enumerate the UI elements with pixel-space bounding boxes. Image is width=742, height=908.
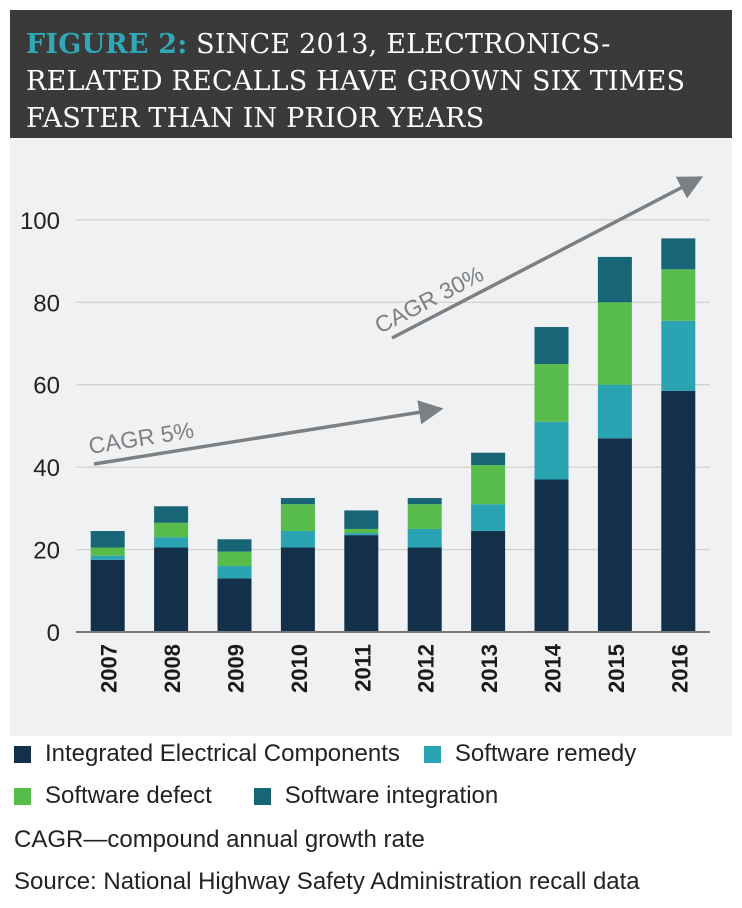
bar-2013-series-1 bbox=[471, 504, 506, 532]
bar-2015-series-1 bbox=[597, 384, 632, 439]
x-tick-label-2012: 2012 bbox=[414, 644, 439, 693]
figure-label: FIGURE 2: bbox=[26, 29, 188, 60]
bar-2009-series-2 bbox=[217, 551, 252, 567]
cagr-30-arrow bbox=[391, 176, 704, 340]
legend-swatch-integration bbox=[253, 787, 271, 805]
legend-item-remedy: Software remedy bbox=[423, 740, 637, 768]
bar-2009-series-3 bbox=[217, 539, 252, 552]
bar-2014-series-3 bbox=[534, 326, 569, 365]
bar-2011-series-3 bbox=[344, 510, 379, 529]
y-tick-label-0: 0 bbox=[47, 620, 60, 647]
bar-2009-series-0 bbox=[217, 578, 252, 632]
legend-swatch-defect bbox=[14, 787, 31, 805]
bar-2007-series-2 bbox=[90, 547, 125, 556]
bar-2012-series-3 bbox=[407, 498, 442, 505]
legend-label-integrated: Integrated Electrical Components bbox=[45, 740, 400, 767]
x-tick-label-2016: 2016 bbox=[667, 644, 692, 693]
bar-2016-series-3 bbox=[661, 238, 696, 270]
bar-2016-series-1 bbox=[661, 320, 696, 391]
bar-2007-series-3 bbox=[90, 531, 125, 548]
y-tick-label-100: 100 bbox=[20, 208, 60, 235]
bar-2014-series-1 bbox=[534, 421, 569, 480]
bar-2008-series-1 bbox=[154, 537, 189, 548]
title-line-2: RELATED RECALLS HAVE GROWN SIX TIMES bbox=[26, 66, 686, 97]
bar-2014-series-2 bbox=[534, 364, 569, 422]
bar-2013-series-0 bbox=[471, 531, 506, 632]
legend-item-integration: Software integration bbox=[253, 782, 499, 810]
bar-2014-series-0 bbox=[534, 479, 569, 632]
legend-item-defect: Software defect bbox=[14, 782, 212, 810]
bar-2012-series-2 bbox=[407, 504, 442, 529]
bar-2008-series-0 bbox=[154, 547, 189, 632]
legend-item-integrated: Integrated Electrical Components bbox=[14, 740, 400, 768]
x-tick-label-2008: 2008 bbox=[160, 644, 185, 693]
bar-2008-series-3 bbox=[154, 506, 189, 523]
bar-2007-series-1 bbox=[90, 555, 125, 560]
bar-2011-series-0 bbox=[344, 535, 379, 632]
x-tick-label-2011: 2011 bbox=[350, 644, 375, 692]
y-tick-label-20: 20 bbox=[33, 538, 60, 565]
legend-swatch-remedy bbox=[423, 745, 441, 763]
stacked-bar-chart: 0 20 40 60 80 100 2007 2008 2009 2010 2011 2012 2013… bbox=[20, 176, 710, 693]
x-tick-label-2014: 2014 bbox=[541, 643, 566, 693]
bar-2010-series-1 bbox=[280, 531, 315, 548]
bar-2016-series-2 bbox=[661, 269, 696, 321]
y-tick-label-40: 40 bbox=[33, 455, 60, 482]
cagr-definition: CAGR—compound annual growth rate bbox=[14, 826, 425, 853]
bar-2010-series-2 bbox=[280, 504, 315, 532]
legend-label-defect: Software defect bbox=[45, 782, 212, 809]
bar-2015-series-2 bbox=[597, 302, 632, 385]
y-tick-label-80: 80 bbox=[33, 290, 60, 317]
legend-row-1: Integrated Electrical Components Softwar… bbox=[14, 740, 636, 768]
x-tick-label-2013: 2013 bbox=[477, 644, 502, 693]
legend-label-integration: Software integration bbox=[284, 782, 499, 809]
bar-2012-series-1 bbox=[407, 528, 442, 548]
title-line-3: FASTER THAN IN PRIOR YEARS bbox=[26, 103, 485, 134]
title-line-1: SINCE 2013, ELECTRONICS- bbox=[196, 29, 611, 60]
bar-2009-series-1 bbox=[217, 566, 252, 579]
cagr-5-arrow bbox=[93, 400, 444, 466]
legend-label-remedy: Software remedy bbox=[454, 740, 637, 767]
bar-2007-series-0 bbox=[90, 559, 125, 632]
cagr-30-label: CAGR 30% bbox=[370, 260, 487, 338]
bar-2010-series-3 bbox=[280, 498, 315, 505]
legend-swatch-integrated bbox=[14, 745, 31, 763]
x-tick-label-2007: 2007 bbox=[97, 644, 122, 693]
bar-2013-series-2 bbox=[471, 465, 506, 505]
source-note: Source: National Highway Safety Administ… bbox=[14, 868, 640, 895]
bar-2015-series-0 bbox=[597, 438, 632, 632]
y-tick-label-60: 60 bbox=[33, 373, 60, 400]
bar-2011-series-2 bbox=[344, 528, 379, 534]
legend-row-2: Software defect Software integration bbox=[14, 782, 498, 810]
chart-panel: 0 20 40 60 80 100 2007 2008 2009 2010 2011 2012 2013… bbox=[10, 138, 732, 736]
bar-2013-series-3 bbox=[471, 452, 506, 466]
bar-2012-series-0 bbox=[407, 547, 442, 632]
bar-2011-series-1 bbox=[344, 533, 379, 536]
figure-header: FIGURE 2: SINCE 2013, ELECTRONICS- RELAT… bbox=[10, 10, 732, 138]
cagr-5-label: CAGR 5% bbox=[87, 417, 196, 459]
x-tick-label-2009: 2009 bbox=[224, 644, 249, 693]
x-tick-label-2015: 2015 bbox=[604, 644, 629, 693]
bar-2015-series-3 bbox=[597, 256, 632, 303]
bar-2016-series-0 bbox=[661, 390, 696, 632]
bar-2010-series-0 bbox=[280, 547, 315, 632]
figure-title: FIGURE 2: SINCE 2013, ELECTRONICS- RELAT… bbox=[26, 26, 716, 137]
x-tick-label-2010: 2010 bbox=[287, 644, 312, 693]
bar-2008-series-2 bbox=[154, 522, 189, 538]
